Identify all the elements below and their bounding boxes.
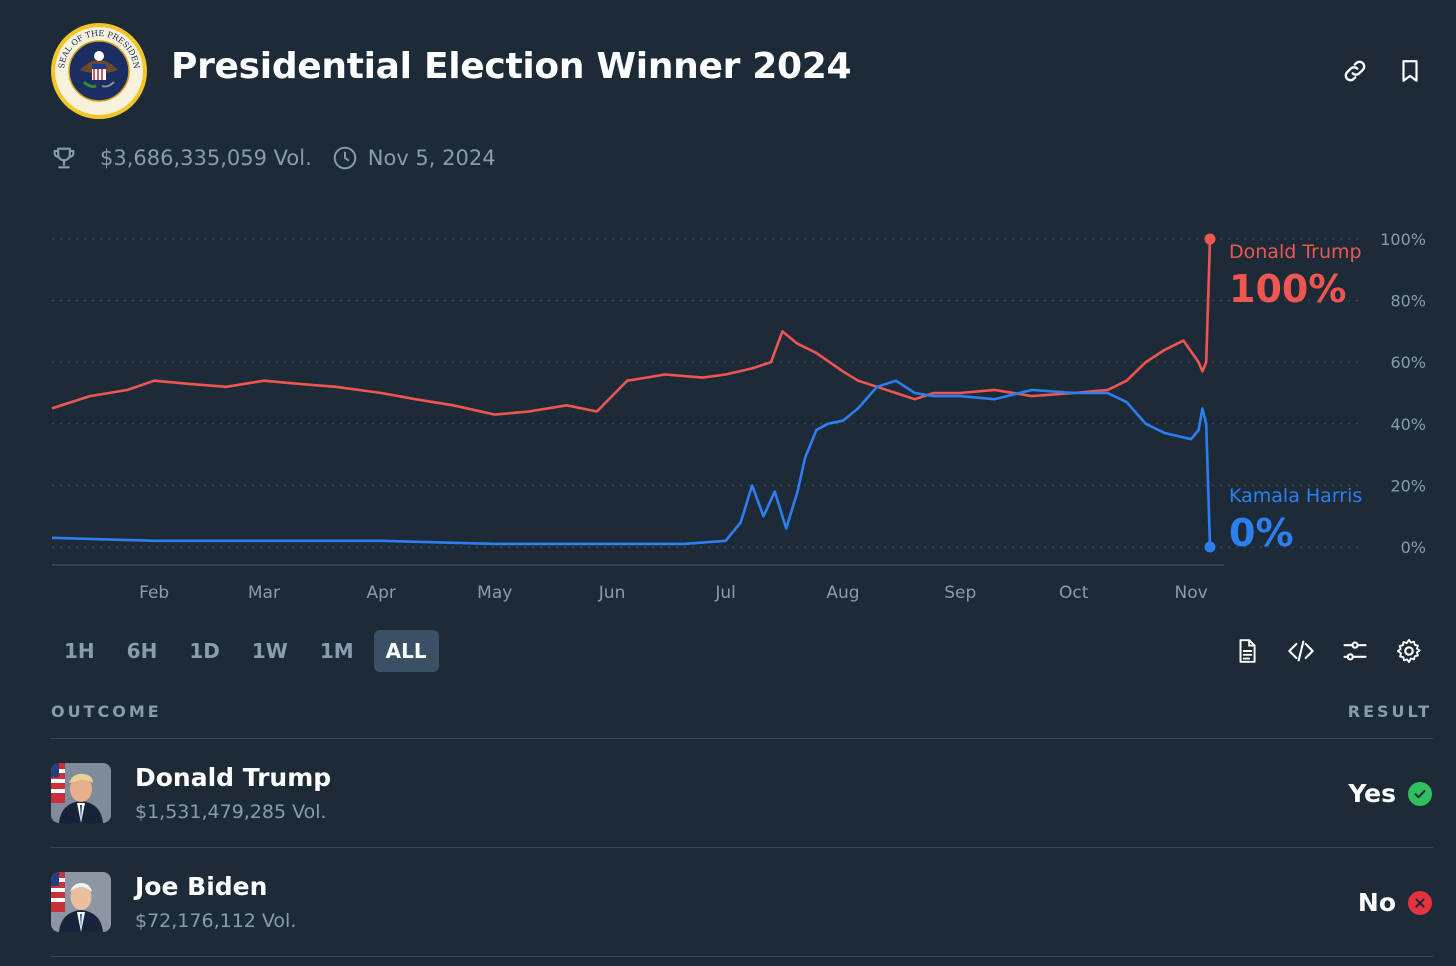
result-label: No (1357, 888, 1396, 917)
y-tick-label: 0% (1401, 538, 1426, 557)
page-title: Presidential Election Winner 2024 (171, 46, 852, 87)
outcome-name: Joe Biden (135, 872, 268, 901)
bookmark-icon (1402, 60, 1418, 82)
result-label: Yes (1348, 779, 1396, 808)
biden-avatar (51, 872, 111, 932)
divider (51, 847, 1433, 848)
x-tick-label: Oct (1059, 583, 1089, 603)
bookmark-button[interactable] (1393, 54, 1427, 88)
range-1d-button[interactable]: 1D (189, 639, 220, 663)
presidential-seal-logo: SEAL OF THE PRESIDENT OF THE UNITED STAT… (46, 15, 148, 120)
y-tick-label: 20% (1390, 476, 1426, 495)
chart-filters-button[interactable] (1338, 634, 1372, 668)
divider (51, 956, 1433, 957)
series-line-trump (51, 238, 1212, 416)
end-date: Nov 5, 2024 (367, 146, 496, 170)
trophy-icon (50, 144, 78, 172)
outcome-result: No (1358, 888, 1432, 917)
x-circle-icon (1408, 890, 1432, 915)
series-value-label: 100% (1229, 267, 1346, 311)
range-1m-button[interactable]: 1M (319, 639, 354, 663)
series-label: Kamala Harris (1229, 485, 1362, 507)
y-tick-label: 100% (1380, 230, 1426, 249)
outcome-volume: $72,176,112 Vol. (135, 910, 297, 932)
range-all-button[interactable]: ALL (373, 630, 439, 672)
series-line-harris (51, 379, 1212, 548)
x-tick-label: Apr (367, 583, 396, 603)
x-tick-label: Nov (1174, 583, 1207, 603)
time-range-selector: 1H 6H 1D 1W 1M ALL (52, 630, 447, 672)
document-icon (1239, 639, 1256, 663)
probability-chart: 100% 80% 60% 40% 20% 0% Feb Mar Apr May Jun Jul Aug S… (51, 230, 1426, 603)
divider (51, 738, 1433, 739)
y-tick-label: 60% (1390, 353, 1426, 372)
outcome-column-header: OUTCOME (51, 702, 162, 721)
series-endpoint (1204, 541, 1216, 553)
code-icon (1288, 640, 1314, 662)
outcome-name: Donald Trump (135, 763, 332, 792)
x-tick-label: Jun (598, 583, 626, 603)
sliders-icon (1343, 641, 1367, 661)
total-volume: $3,686,335,059 Vol. (100, 146, 312, 170)
outcome-result: Yes (1348, 779, 1432, 808)
market-meta: $3,686,335,059 Vol. Nov 5, 2024 (50, 142, 496, 174)
copy-link-button[interactable] (1338, 54, 1372, 88)
x-tick-label: May (477, 583, 512, 603)
chart-settings-button[interactable] (1392, 634, 1426, 668)
y-tick-label: 40% (1390, 415, 1426, 434)
check-circle-icon (1408, 781, 1432, 806)
x-tick-label: Jul (714, 583, 736, 603)
trump-avatar (51, 763, 111, 823)
x-tick-label: Sep (944, 583, 976, 603)
clock-icon (332, 145, 358, 171)
rules-button[interactable] (1230, 634, 1264, 668)
result-column-header: RESULT (1347, 702, 1432, 721)
series-label: Donald Trump (1229, 241, 1362, 263)
series-value-label: 0% (1229, 511, 1294, 555)
outcome-volume: $1,531,479,285 Vol. (135, 801, 327, 823)
x-tick-label: Feb (139, 583, 169, 603)
y-tick-label: 80% (1390, 292, 1426, 311)
range-1w-button[interactable]: 1W (251, 639, 288, 663)
embed-button[interactable] (1284, 634, 1318, 668)
outcome-row-biden[interactable]: Joe Biden $72,176,112 Vol. No (0, 848, 1456, 956)
link-icon (1344, 60, 1366, 82)
range-1h-button[interactable]: 1H (64, 639, 95, 663)
outcome-row-trump[interactable]: Donald Trump $1,531,479,285 Vol. Yes (0, 739, 1456, 847)
gear-icon (1396, 638, 1421, 664)
x-tick-label: Aug (826, 583, 859, 603)
range-6h-button[interactable]: 6H (126, 639, 158, 663)
series-endpoint (1204, 233, 1216, 245)
x-tick-label: Mar (248, 583, 280, 603)
